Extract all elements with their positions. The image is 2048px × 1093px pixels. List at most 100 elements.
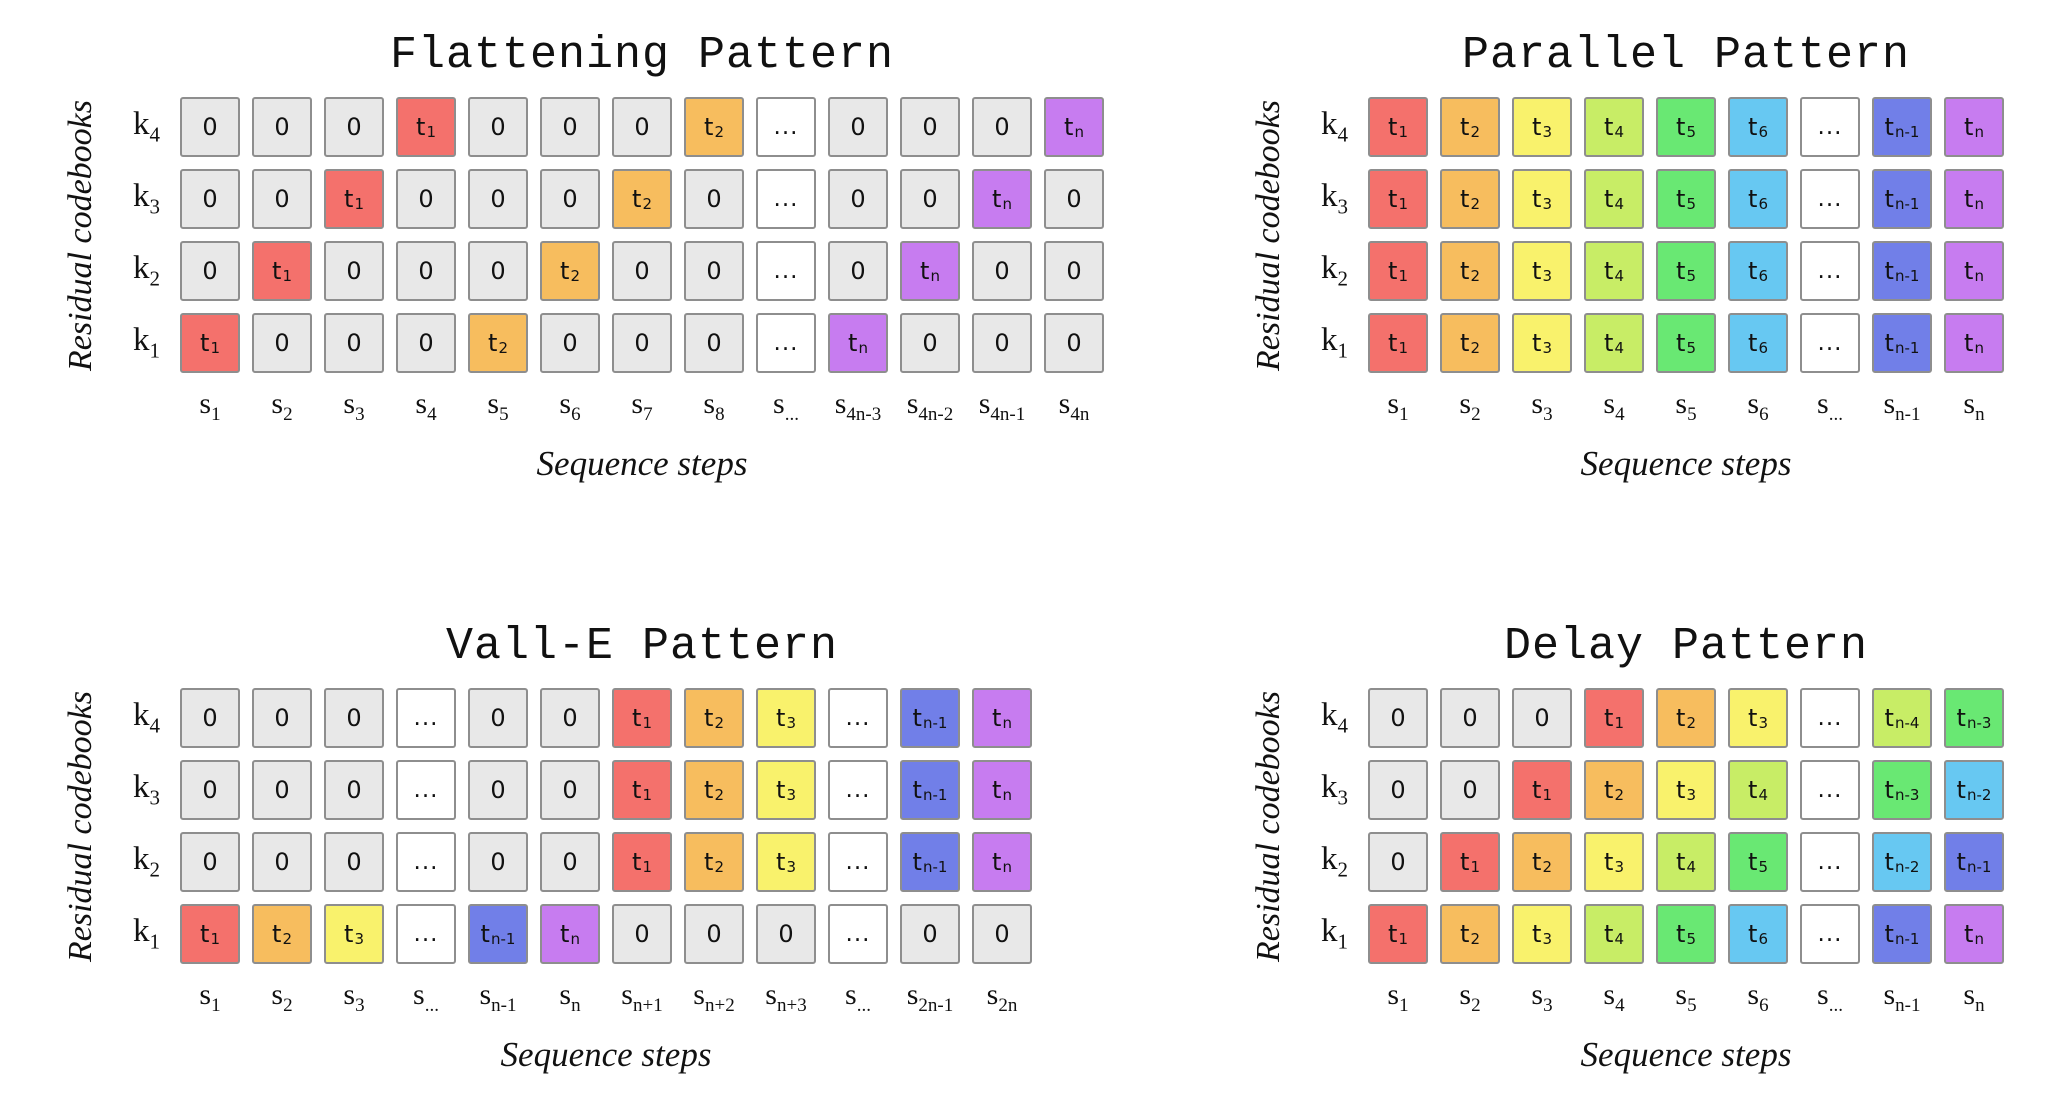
subscript: 4: [427, 404, 437, 425]
grid-cell: 0: [324, 241, 384, 301]
grid-cell: 0: [468, 760, 528, 820]
grid-cell: 0: [540, 97, 600, 157]
grid-cell: 0: [684, 904, 744, 964]
subscript: 2: [1471, 995, 1481, 1016]
grid-cell: t n-1: [900, 832, 960, 892]
panel-body: Residual codebooks k4 t 1 t 2 t 3 t 4 t 5 t 6... t n-1 t…: [1244, 97, 2004, 484]
pattern-panel-delay: Delay Pattern Residual codebooks k4 0 0 0 t 1 t 2…: [1244, 621, 2004, 1075]
grid-row: k4 0 0 0 t 1 0 0 0 t 2... 0 0 0 t n: [106, 97, 1104, 157]
column-label: s1: [1387, 387, 1409, 425]
subscript: 2: [283, 995, 293, 1016]
pattern-panel-flattening: Flattening Pattern Residual codebooks k4 0 0…: [56, 30, 1104, 484]
subscript: 1: [211, 995, 221, 1016]
subscript: 5: [1758, 858, 1768, 876]
grid-cell: 0: [1512, 688, 1572, 748]
subscript: n: [1974, 930, 1984, 948]
row-label: k4: [133, 697, 160, 738]
subscript: n-1: [1966, 858, 1992, 876]
grid-cell: ...: [756, 241, 816, 301]
subscript: 3: [786, 786, 796, 804]
grid-cell: 0: [540, 313, 600, 373]
grid-cell: ...: [1800, 688, 1860, 748]
subscript: n: [1002, 786, 1012, 804]
subscript: 6: [1759, 404, 1769, 425]
grid-row: k2 t 1 t 2 t 3 t 4 t 5 t 6... t n-1 t n: [1294, 241, 2004, 301]
y-axis-label: Residual codebooks: [56, 688, 106, 964]
grid-cell: 0: [972, 241, 1032, 301]
subscript: 2: [1470, 339, 1480, 357]
grid-cell: 0: [180, 832, 240, 892]
subscript: 2: [1470, 267, 1480, 285]
subscript: 3: [1542, 267, 1552, 285]
grid-cell: 0: [324, 832, 384, 892]
y-axis-label-text: Residual codebooks: [62, 99, 99, 371]
subscript: 1: [642, 858, 652, 876]
grid-cell: ...: [828, 904, 888, 964]
grid-cell: 0: [612, 313, 672, 373]
subscript: n: [1974, 123, 1984, 141]
grid-cell: ...: [396, 832, 456, 892]
subscript: n-1: [1894, 123, 1920, 141]
subscript: 4: [1614, 267, 1624, 285]
subscript: 3: [1758, 714, 1768, 732]
subscript: 4n-1: [990, 404, 1026, 425]
subscript: n: [1974, 339, 1984, 357]
grid-cell: ...: [396, 760, 456, 820]
subscript: 3: [786, 714, 796, 732]
subscript: 3: [1337, 785, 1349, 810]
column-label: sn+3: [765, 978, 807, 1016]
subscript: 6: [1759, 995, 1769, 1016]
subscript: 5: [1686, 930, 1696, 948]
row-label: k4: [1321, 106, 1348, 147]
column-label: s3: [1531, 978, 1553, 1016]
pattern-panel-parallel: Parallel Pattern Residual codebooks k4 t 1 t 2…: [1244, 30, 2004, 484]
grid-cell: 0: [900, 313, 960, 373]
grid-cell: ...: [756, 169, 816, 229]
subscript: n: [1974, 267, 1984, 285]
subscript: 2: [1470, 195, 1480, 213]
grid-cell: 0: [972, 313, 1032, 373]
x-axis-row: Sequence steps: [1294, 444, 2004, 484]
grid-cell: 0: [324, 760, 384, 820]
subscript: 3: [1686, 786, 1696, 804]
grid-cell: 0: [1044, 241, 1104, 301]
x-axis-label: Sequence steps: [500, 1035, 712, 1074]
grid-cell: 0: [252, 97, 312, 157]
subscript: 2n-1: [918, 995, 954, 1016]
grid-cell: 0: [180, 169, 240, 229]
grid-cell: 0: [684, 241, 744, 301]
grid-cell: 0: [1440, 760, 1500, 820]
subscript: 1: [642, 786, 652, 804]
subscript: n-1: [1895, 995, 1921, 1016]
subscript: 4: [1615, 404, 1625, 425]
column-label: s2: [271, 387, 293, 425]
subscript: ...: [784, 404, 799, 425]
subscript: 3: [1543, 404, 1553, 425]
subscript: 3: [1542, 195, 1552, 213]
column-label: s6: [1747, 387, 1769, 425]
subscript: n-3: [1966, 714, 1992, 732]
x-axis-label: Sequence steps: [1580, 444, 1792, 483]
column-label: s3: [343, 978, 365, 1016]
y-axis-label: Residual codebooks: [1244, 688, 1294, 964]
column-label: sn+1: [621, 978, 663, 1016]
pattern-panel-vall-e: Vall-E Pattern Residual codebooks k4 0 0 0...…: [56, 621, 1104, 1075]
subscript: 5: [1686, 339, 1696, 357]
grid-cell: 0: [900, 169, 960, 229]
grid-cell: 0: [324, 97, 384, 157]
grid-cell: ...: [1800, 97, 1860, 157]
column-label: s5: [487, 387, 509, 425]
